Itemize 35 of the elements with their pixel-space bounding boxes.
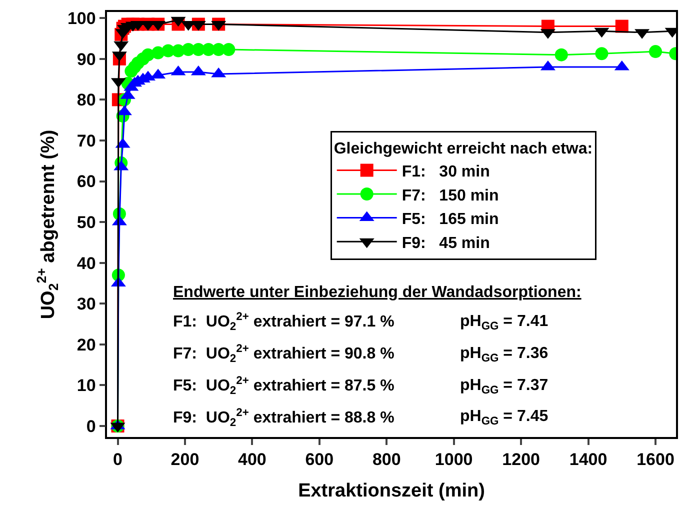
legend-label: F9: 45 min (402, 234, 490, 252)
annotation: pH$_{GG}$ = 7.41 (460, 313, 548, 332)
y-tick-label: 70 (76, 131, 96, 150)
annotation: F1: UO$_{2}$$^{2+}$ extrahiert = 97.1 % (173, 311, 394, 334)
x-tick-label: 1200 (502, 450, 540, 470)
legend-label: F7: 150 min (402, 187, 499, 204)
x-tick-label: 400 (238, 450, 266, 470)
x-tick-label: 200 (170, 450, 200, 470)
x-axis-title: Extraktionszeit (min) (298, 480, 485, 502)
y-tick-label: 20 (76, 335, 96, 354)
x-tick-label: 1600 (636, 450, 674, 470)
annotation: Endwerte unter Einbeziehung der Wandadsorptionen: (173, 284, 582, 301)
annotation: F7: UO$_{2}$$^{2+}$ extrahiert = 90.8 % (173, 343, 394, 366)
y-tick-label: 50 (76, 213, 96, 232)
annotation: pH$_{GG}$ = 7.45 (460, 408, 548, 428)
annotation: F9: UO$_{2}$$^{2+}$ extrahiert = 88.8 % (173, 407, 394, 430)
y-tick-label: 60 (76, 172, 96, 192)
x-tick-label: 1000 (434, 450, 473, 470)
x-tick-label: 0 (113, 450, 122, 470)
y-tick-label: 80 (76, 90, 96, 110)
y-tick-label: 0 (86, 416, 96, 436)
x-tick-label: 1400 (569, 450, 608, 470)
x-tick-label: 800 (372, 450, 401, 470)
annotation: F5: UO$_{2}$$^{2+}$ extrahiert = 87.5 % (173, 375, 394, 398)
x-tick-label: 600 (305, 450, 334, 470)
y-tick-label: 100 (67, 9, 96, 28)
y-tick-label: 40 (76, 254, 96, 273)
legend-label: F5: 165 min (402, 211, 499, 228)
annotation: pH$_{GG}$ = 7.36 (460, 345, 548, 364)
y-tick-label: 30 (76, 294, 96, 314)
annotation: pH$_{GG}$ = 7.37 (460, 377, 548, 396)
y-tick-label: 10 (76, 376, 96, 396)
legend-label: F1: 30 min (402, 163, 490, 180)
legend-title: Gleichgewicht erreicht nach etwa: (334, 140, 593, 158)
y-tick-label: 90 (76, 50, 96, 69)
